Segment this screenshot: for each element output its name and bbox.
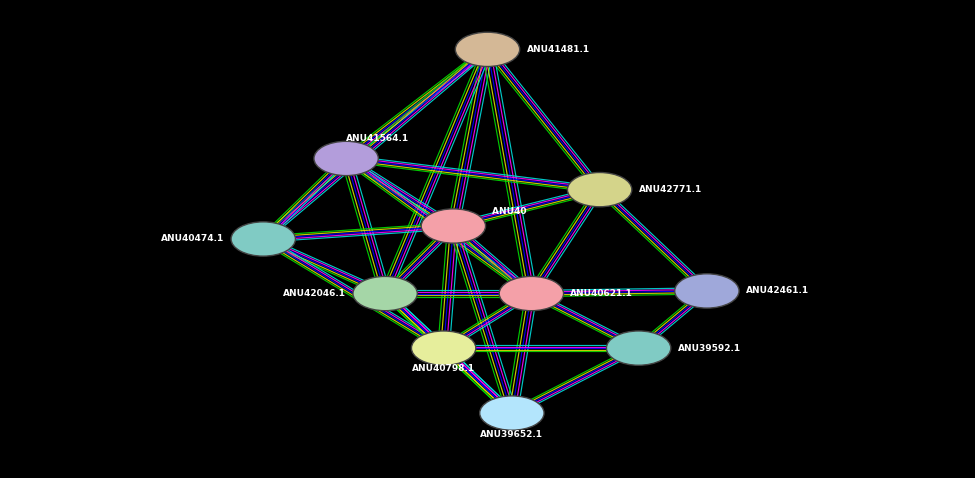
Circle shape [499,276,564,311]
Circle shape [353,276,417,311]
Text: ANU41564.1: ANU41564.1 [346,134,410,143]
Circle shape [567,173,632,207]
Circle shape [675,274,739,308]
Text: ANU40621.1: ANU40621.1 [570,289,633,298]
Circle shape [314,141,378,175]
Text: ANU40798.1: ANU40798.1 [412,364,475,373]
Circle shape [455,32,520,66]
Text: ANU42461.1: ANU42461.1 [746,286,809,295]
Text: ANU40474.1: ANU40474.1 [161,235,224,243]
Text: ANU39592.1: ANU39592.1 [678,344,741,353]
Circle shape [606,331,671,365]
Circle shape [231,222,295,256]
Text: ANU39652.1: ANU39652.1 [481,430,543,439]
Circle shape [411,331,476,365]
Text: ANU41481.1: ANU41481.1 [526,45,590,54]
Text: ANU40⁠: ANU40⁠ [492,207,526,216]
Circle shape [421,209,486,243]
Circle shape [480,396,544,430]
Text: ANU42046.1: ANU42046.1 [283,289,346,298]
Text: ANU42771.1: ANU42771.1 [639,185,702,194]
